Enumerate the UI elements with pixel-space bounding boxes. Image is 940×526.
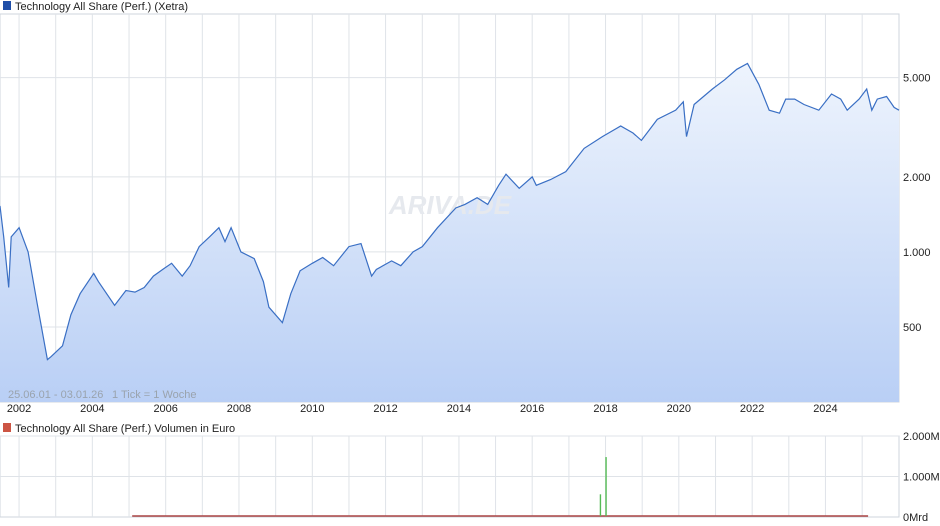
price-legend-swatch (3, 1, 11, 10)
x-tick-label-2008: 2008 (227, 403, 251, 415)
price-line (0, 62, 900, 361)
vol-y-tick-label-2000: 2.000Mrd (903, 431, 940, 443)
volume-bars (599, 457, 607, 516)
x-tick-label-2024: 2024 (813, 403, 837, 415)
x-tick-label-2002: 2002 (7, 403, 31, 415)
volume-chart: 0Mrd 1.000Mrd 2.000Mrd Technology All Shar… (0, 423, 940, 524)
volume-y-axis: 0Mrd 1.000Mrd 2.000Mrd (903, 431, 940, 524)
vol-y-tick-label-1000: 1.000Mrd (903, 472, 940, 484)
price-legend-label: Technology All Share (Perf.) (Xetra) (15, 1, 188, 13)
x-tick-label-2022: 2022 (740, 403, 764, 415)
x-tick-label-2004: 2004 (80, 403, 104, 415)
x-tick-label-2014: 2014 (447, 403, 471, 415)
volume-legend-swatch (3, 423, 11, 432)
y-tick-label-5000: 5.000 (903, 73, 931, 85)
price-area (0, 63, 899, 402)
date-range-label: 25.06.01 - 03.01.26 (8, 389, 103, 401)
y-tick-label-2000: 2.000 (903, 172, 931, 184)
tick-note: 1 Tick = 1 Woche (112, 389, 196, 401)
x-tick-label-2006: 2006 (153, 403, 177, 415)
price-y-axis: 500 1.000 2.000 5.000 (903, 73, 931, 334)
x-tick-label-2016: 2016 (520, 403, 544, 415)
x-tick-label-2012: 2012 (373, 403, 397, 415)
x-tick-label-2010: 2010 (300, 403, 324, 415)
volume-legend-label: Technology All Share (Perf.) Volumen in … (15, 423, 235, 435)
volume-gridlines (0, 435, 899, 517)
volume-bar-1 (605, 457, 607, 516)
x-tick-label-2020: 2020 (667, 403, 691, 415)
volume-bar-0 (599, 494, 602, 516)
vol-y-tick-label-0: 0Mrd (903, 512, 928, 524)
y-tick-label-500: 500 (903, 322, 921, 334)
x-tick-label-2018: 2018 (593, 403, 617, 415)
y-tick-label-1000: 1.000 (903, 247, 931, 259)
price-x-axis: 2002 2004 2006 2008 2010 2012 2014 2016 2018 2020… (7, 403, 838, 415)
